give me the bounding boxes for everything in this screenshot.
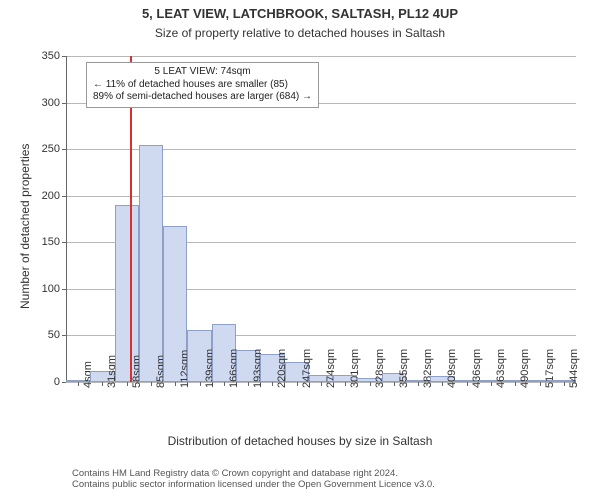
- footer-text: Contains HM Land Registry data © Crown c…: [72, 468, 435, 490]
- x-tick-label: 328sqm: [370, 349, 386, 388]
- x-axis-label: Distribution of detached houses by size …: [0, 434, 600, 448]
- footer-line-2: Contains public sector information licen…: [72, 479, 435, 490]
- x-tick-label: 544sqm: [564, 349, 580, 388]
- x-tick-label: 490sqm: [515, 349, 531, 388]
- x-tick-label: 382sqm: [418, 349, 434, 388]
- x-tick-label: 247sqm: [297, 349, 313, 388]
- chart-subtitle: Size of property relative to detached ho…: [0, 26, 600, 40]
- chart-title: 5, LEAT VIEW, LATCHBROOK, SALTASH, PL12 …: [0, 6, 600, 21]
- histogram-bar: [139, 145, 163, 383]
- footer-line-1: Contains HM Land Registry data © Crown c…: [72, 468, 435, 479]
- plot-area: 0501001502002503003504sqm31sqm58sqm85sqm…: [66, 56, 576, 382]
- x-tick-label: 436sqm: [467, 349, 483, 388]
- x-tick-label: 409sqm: [442, 349, 458, 388]
- x-tick-label: 517sqm: [540, 349, 556, 388]
- y-tick-mark: [62, 382, 66, 383]
- x-tick-label: 463sqm: [491, 349, 507, 388]
- gridline: [66, 56, 576, 57]
- chart-container: { "chart": { "type": "histogram", "title…: [0, 0, 600, 500]
- y-axis-label: Number of detached properties: [18, 144, 32, 309]
- annotation-line: 89% of semi-detached houses are larger (…: [93, 91, 312, 104]
- annotation-line: ← 11% of detached houses are smaller (85…: [93, 79, 312, 92]
- x-tick-label: 274sqm: [321, 349, 337, 388]
- y-axis-line: [66, 56, 67, 382]
- annotation-box: 5 LEAT VIEW: 74sqm← 11% of detached hous…: [86, 62, 319, 108]
- x-tick-label: 355sqm: [394, 349, 410, 388]
- annotation-line: 5 LEAT VIEW: 74sqm: [93, 66, 312, 79]
- x-tick-label: 301sqm: [345, 349, 361, 388]
